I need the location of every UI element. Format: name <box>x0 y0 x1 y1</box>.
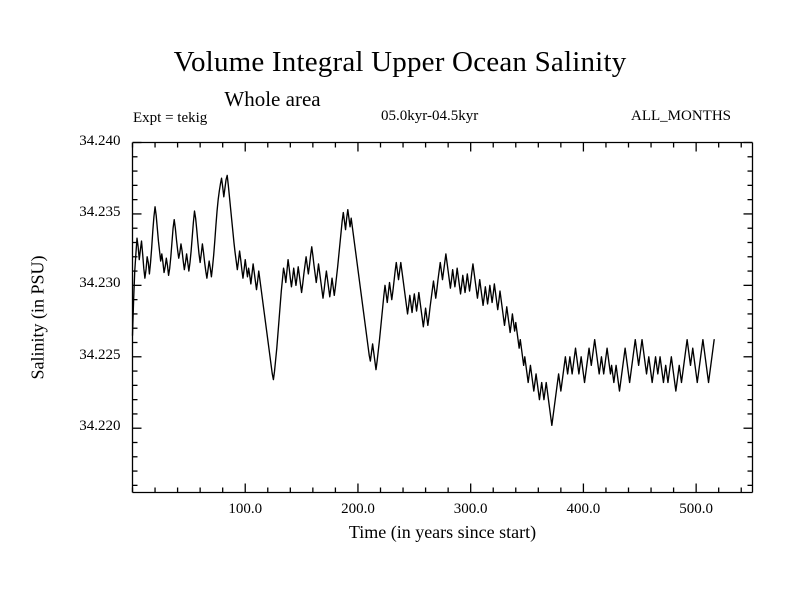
y-tick-label: 34.230 <box>79 275 121 292</box>
subtitle-whole-area: Whole area <box>224 87 321 111</box>
salinity-data-line <box>131 174 715 427</box>
x-axis-title: Time (in years since start) <box>348 522 537 542</box>
experiment-label: Expt = tekig <box>133 110 208 126</box>
y-tick-label: 34.235 <box>79 203 121 220</box>
months-label: ALL_MONTHS <box>631 108 731 124</box>
x-tick-label: 300.0 <box>453 500 488 517</box>
page-title: Volume Integral Upper Ocean Salinity <box>173 46 627 78</box>
axes-frame <box>131 141 754 494</box>
x-tick-label: 400.0 <box>566 500 601 517</box>
axis-ticks <box>131 141 753 493</box>
y-tick-label: 34.225 <box>79 346 121 363</box>
x-tick-label: 500.0 <box>679 500 713 517</box>
x-tick-label: 100.0 <box>228 500 263 517</box>
x-tick-label: 200.0 <box>341 500 375 517</box>
y-tick-label: 34.240 <box>79 132 121 149</box>
y-tick-label: 34.220 <box>79 418 121 435</box>
period-label: 05.0kyr-04.5kyr <box>381 108 479 124</box>
